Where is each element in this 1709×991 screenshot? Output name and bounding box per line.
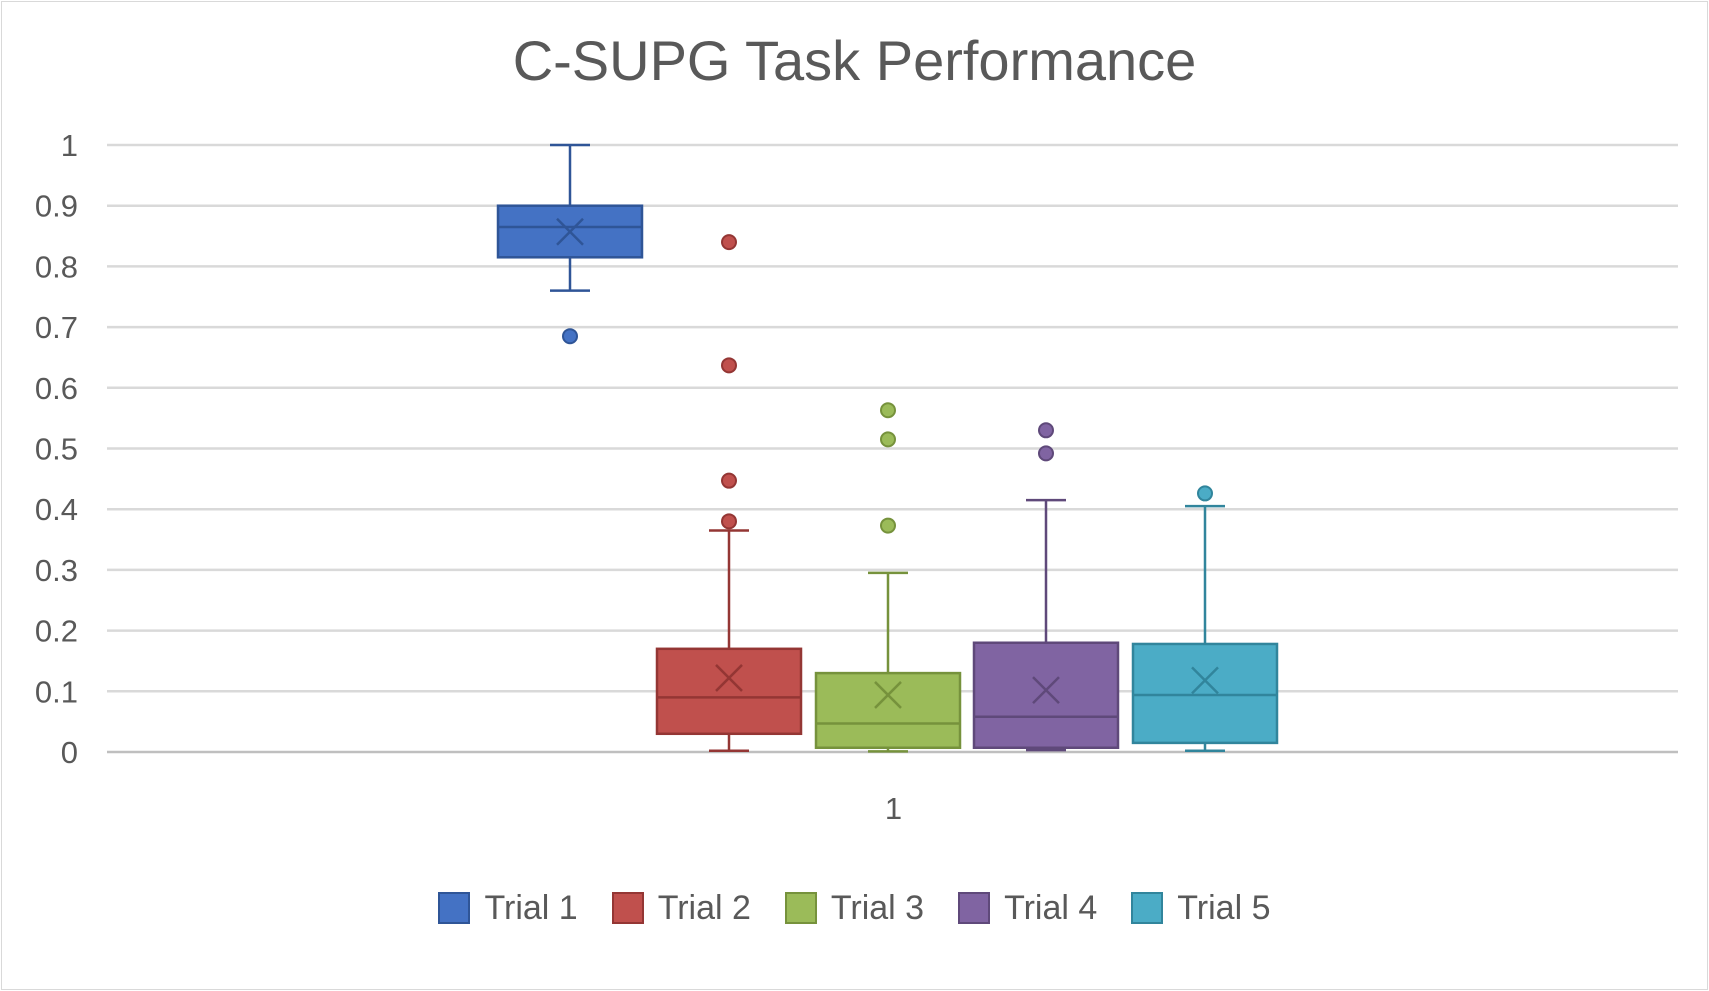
outlier-point [721,357,737,374]
legend-label: Trial 5 [1177,888,1271,927]
mean-marker [556,217,584,246]
y-tick-label: 0 [61,735,78,770]
legend-swatch [958,892,991,924]
legend-swatch [784,892,817,924]
legend-item-trial-1: Trial 1 [438,888,578,928]
x-axis-tick-label: 1 [885,791,902,826]
box-trial-5 [1131,485,1279,753]
box-series [496,143,1279,753]
outlier-point [721,234,737,251]
outlier-point [1038,422,1054,439]
legend-item-trial-4: Trial 4 [958,889,1097,928]
box-trial-3 [814,402,962,753]
legend-item-trial-3: Trial 3 [784,888,925,928]
y-tick-label: 0.9 [35,189,78,224]
mean-marker [1191,666,1219,695]
box-trial-2 [655,234,803,753]
outlier-point [721,513,737,530]
legend-label: Trial 1 [484,888,578,927]
legend-label: Trial 4 [1004,888,1098,927]
outlier-point [721,472,737,489]
y-tick-label: 0.3 [35,553,78,588]
outlier-point [880,517,896,534]
y-tick-label: 0.5 [35,432,78,467]
legend-label: Trial 2 [657,888,751,927]
box-iqr [972,641,1120,750]
y-tick-label: 0.1 [35,674,78,709]
chart-title: C-SUPG Task Performance [512,29,1197,92]
mean-marker [1032,676,1060,704]
outlier-point [1038,445,1054,462]
y-tick-label: 0.2 [35,614,78,649]
y-tick-label: 0.4 [35,492,78,527]
outlier-point [562,328,578,345]
y-tick-label: 0.7 [35,310,78,345]
legend-swatch [611,892,644,924]
legend-item-trial-5: Trial 5 [1131,888,1271,928]
box-iqr [655,647,803,736]
y-tick-label: 1 [61,128,78,163]
legend-label: Trial 3 [830,888,925,927]
y-tick-label: 0.6 [35,371,78,406]
legend-swatch [438,892,471,924]
y-axis-tick-labels: 0 0.1 0.2 0.3 0.4 0.5 0.6 0.7 0.8 0.9 1 [35,128,78,770]
mean-marker [874,681,902,709]
gridlines [107,143,1678,754]
legend-swatch [1131,892,1164,924]
outlier-point [1197,485,1213,502]
legend: Trial 1 Trial 2 Trial 3 Trial 4 Trial 5 [0,886,1709,930]
box-trial-4 [972,422,1120,752]
y-tick-label: 0.8 [35,249,78,284]
box-trial-1 [496,143,644,345]
box-iqr [1131,642,1279,745]
outlier-point [880,402,896,419]
legend-item-trial-2: Trial 2 [611,888,751,928]
outlier-point [880,431,896,448]
mean-marker [715,664,743,692]
box-iqr [814,671,962,750]
